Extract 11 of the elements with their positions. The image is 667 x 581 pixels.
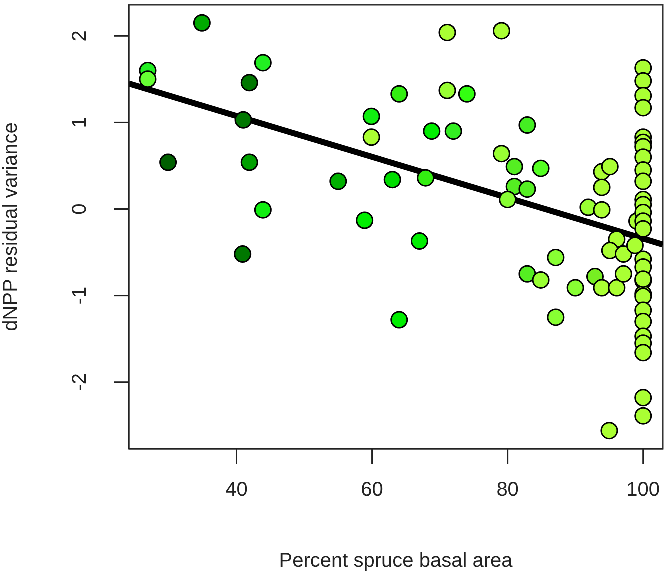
y-tick-label: 2 — [69, 30, 91, 42]
x-tick-label: 100 — [626, 479, 660, 501]
x-axis-title: Percent spruce basal area — [279, 550, 514, 572]
y-tick-label: 0 — [69, 204, 91, 215]
y-tick-label: -1 — [69, 286, 91, 305]
y-axis-title: dNPP residual variance — [0, 122, 22, 332]
y-tick-label: 1 — [69, 117, 91, 128]
x-tick-label: 80 — [496, 479, 519, 501]
y-tick-label: -2 — [69, 373, 91, 392]
x-tick-label: 40 — [226, 479, 248, 501]
x-tick-label: 60 — [361, 479, 384, 501]
